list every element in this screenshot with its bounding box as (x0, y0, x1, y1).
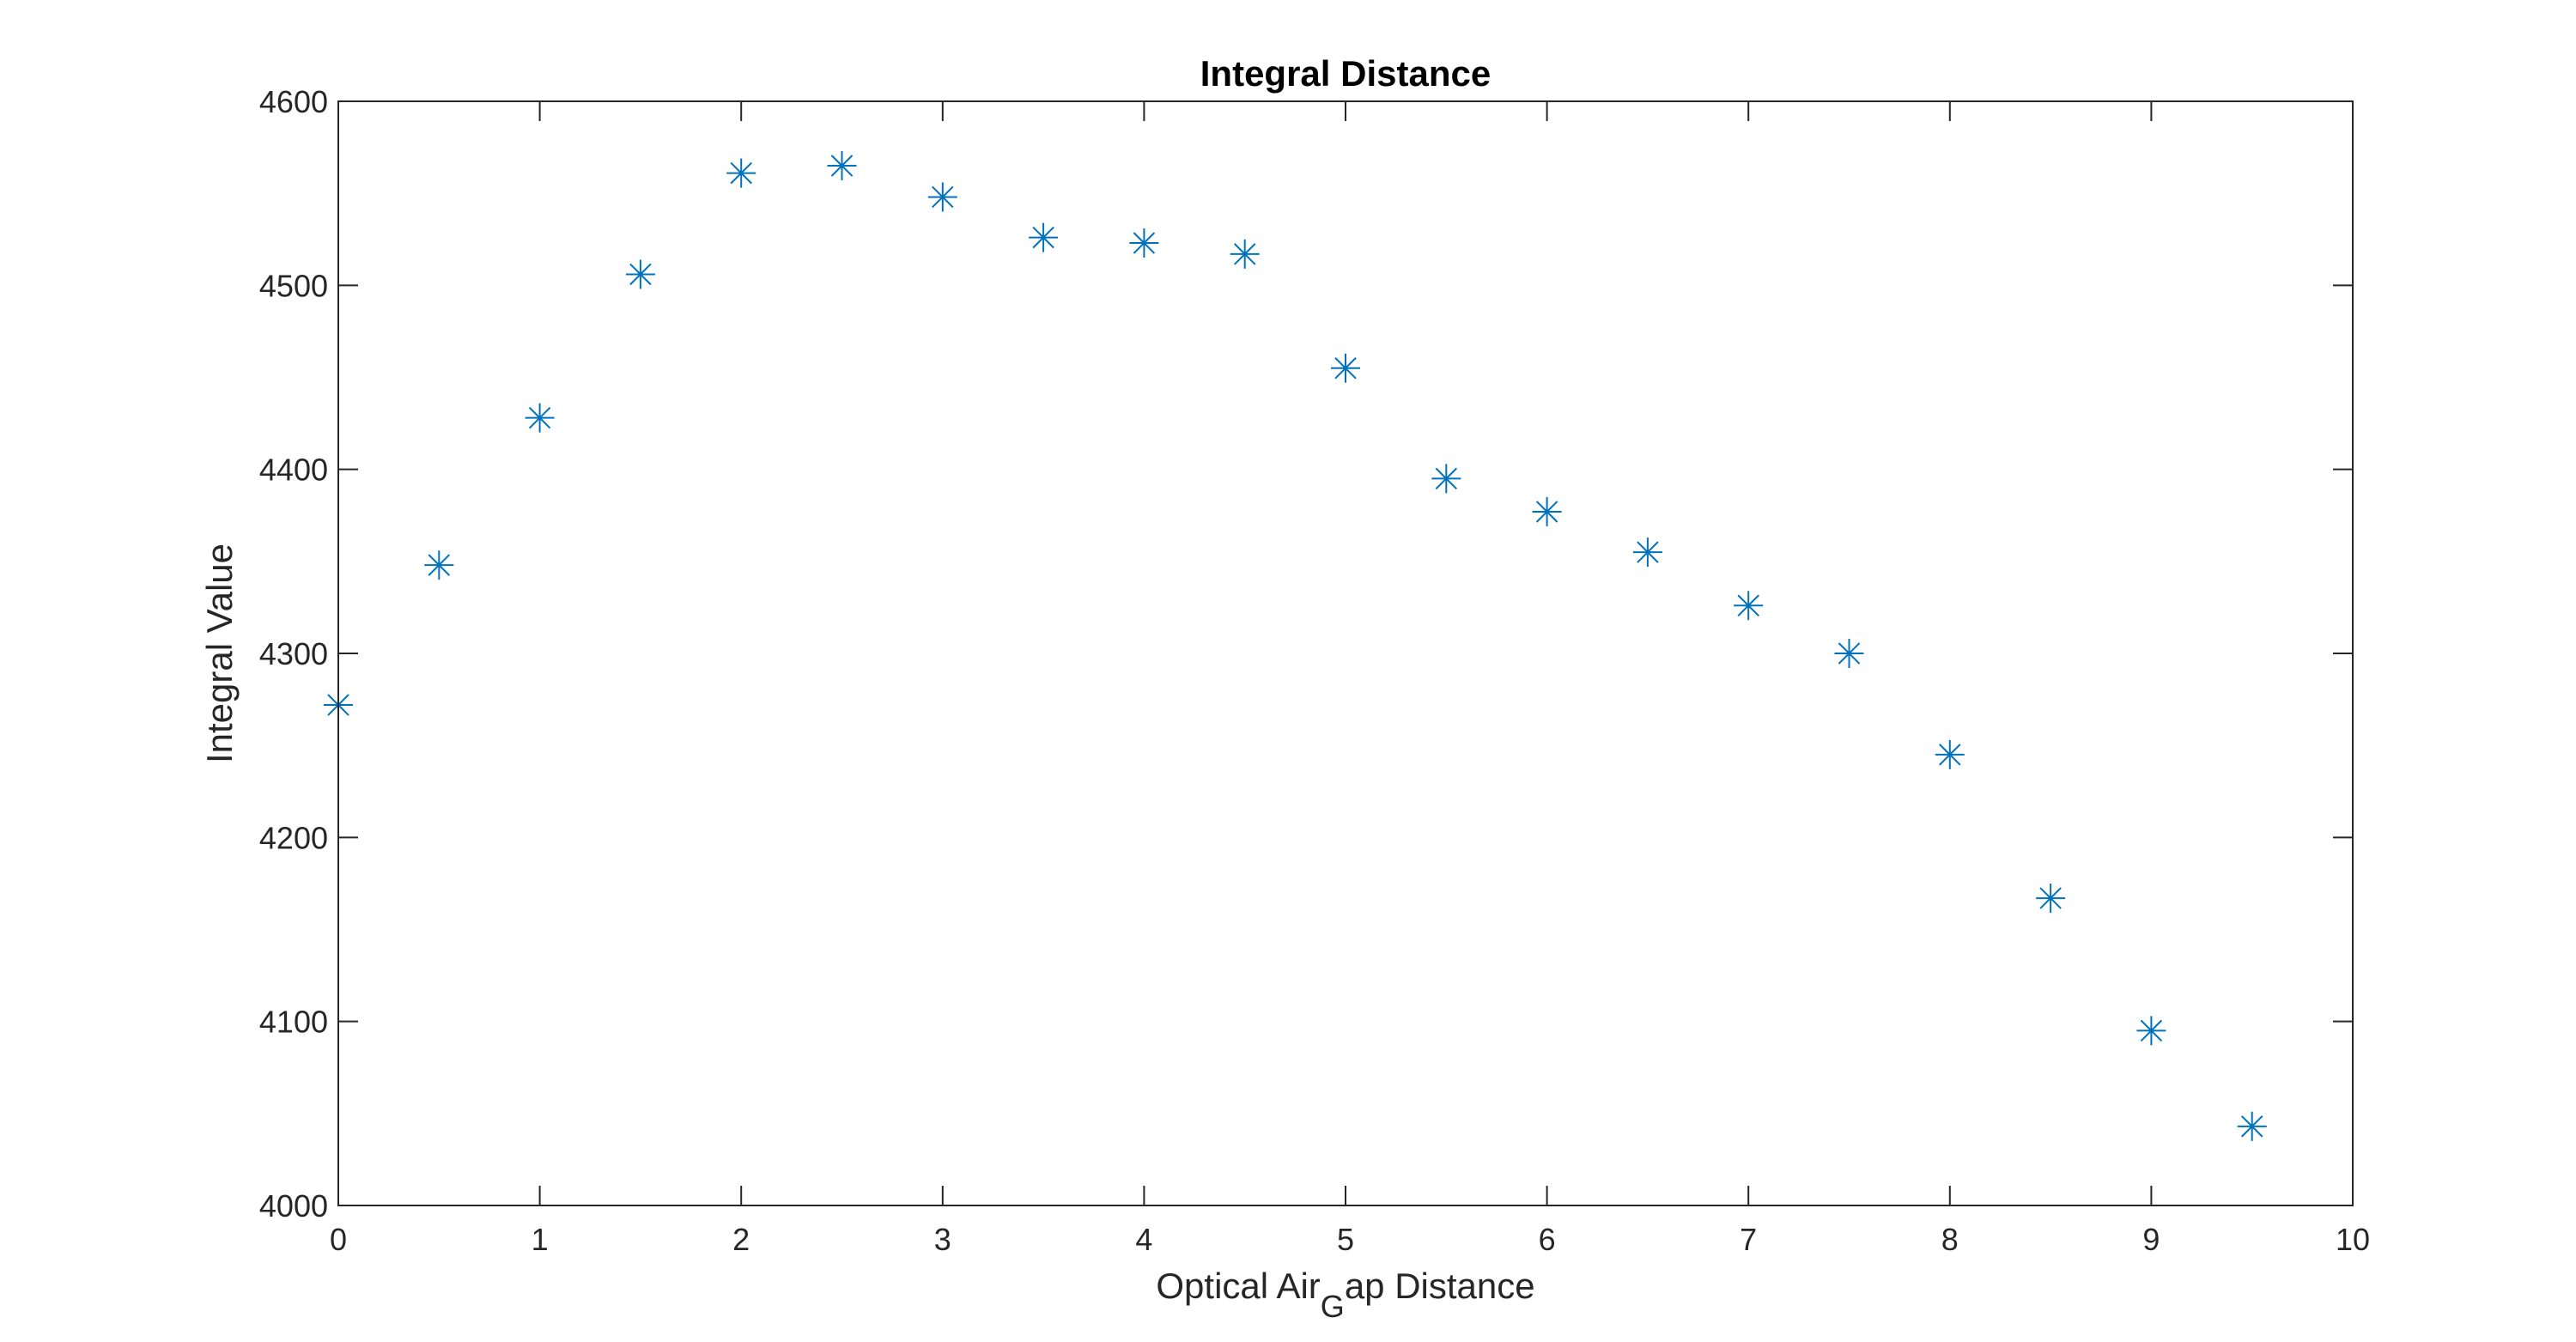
data-point (1532, 496, 1562, 526)
data-point (1935, 739, 1965, 769)
y-tick-label: 4300 (259, 636, 328, 671)
x-tick-label: 10 (2336, 1222, 2370, 1257)
x-tick-label: 8 (1941, 1222, 1959, 1257)
x-tick-label: 1 (532, 1222, 549, 1257)
y-tick-label: 4400 (259, 452, 328, 488)
data-point (927, 182, 957, 212)
x-tick-label: 2 (732, 1222, 750, 1257)
x-tick-label: 3 (934, 1222, 951, 1257)
y-tick-label: 4200 (259, 820, 328, 855)
x-tick-label: 0 (330, 1222, 347, 1257)
y-tick-label: 4500 (259, 268, 328, 303)
data-point (1632, 537, 1662, 568)
data-point (827, 151, 857, 181)
y-tick-label: 4100 (259, 1005, 328, 1040)
y-axis-label: Integral Value (199, 543, 240, 763)
data-point (1129, 228, 1159, 258)
y-tick-labels: 4000 4100 4200 4300 4400 4500 4600 (259, 84, 328, 1224)
y-tick-label: 4600 (259, 84, 328, 119)
x-tick-label: 7 (1740, 1222, 1757, 1257)
data-point (1834, 639, 1864, 668)
data-point (525, 403, 555, 433)
data-point (1431, 464, 1461, 494)
data-point (424, 550, 454, 580)
data-point (625, 259, 655, 289)
x-axis-label-prefix: Optical Air (1156, 1266, 1320, 1306)
plot-frame (337, 100, 2354, 1206)
data-point (2136, 1016, 2166, 1046)
x-tick-labels: 0 1 2 3 4 5 6 7 8 9 10 (330, 1222, 2370, 1257)
x-axis-label: Optical AirGap Distance (1156, 1266, 1534, 1324)
x-tick-label: 5 (1337, 1222, 1354, 1257)
data-point (2237, 1111, 2267, 1141)
data-point (1230, 239, 1260, 269)
data-point (1331, 353, 1360, 383)
x-tick-label: 9 (2142, 1222, 2160, 1257)
x-axis-label-suffix: ap Distance (1345, 1266, 1535, 1306)
x-axis-label-subscript: G (1321, 1289, 1345, 1324)
data-point (726, 158, 756, 188)
x-tick-label: 6 (1539, 1222, 1556, 1257)
x-tick-label: 4 (1135, 1222, 1152, 1257)
data-point (2036, 884, 2066, 914)
y-tick-label: 4000 (259, 1188, 328, 1224)
data-point (1029, 222, 1059, 252)
chart-title: Integral Distance (1200, 53, 1491, 94)
data-point (1734, 591, 1764, 621)
